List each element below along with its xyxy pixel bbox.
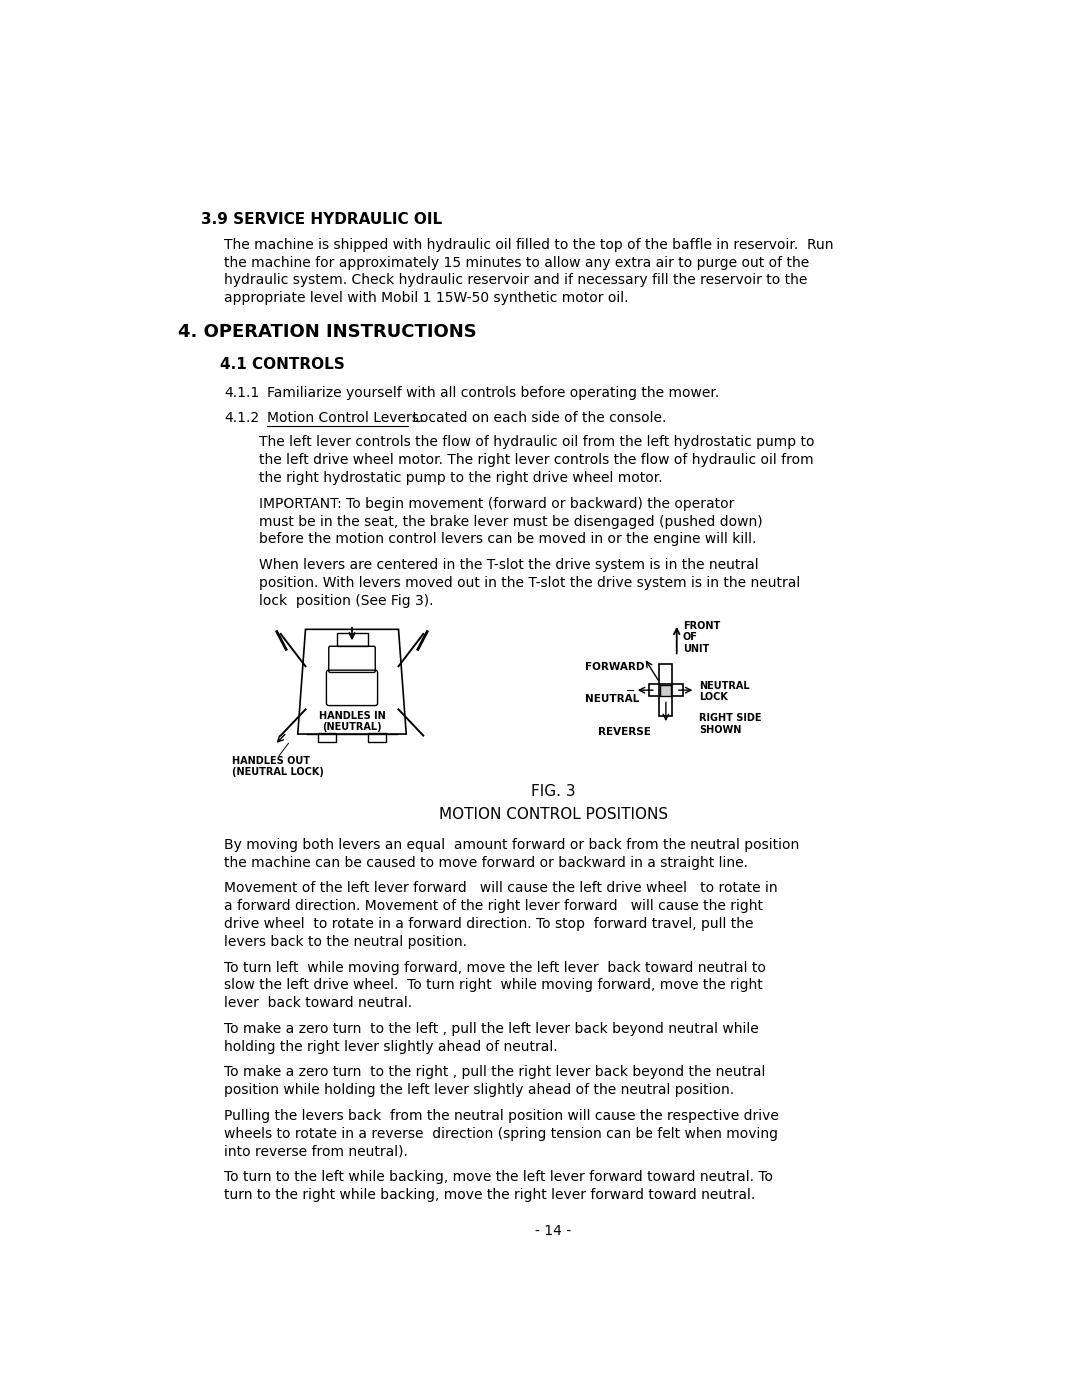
Text: RIGHT SIDE: RIGHT SIDE — [699, 714, 761, 724]
Text: FIG. 3: FIG. 3 — [531, 784, 576, 799]
Bar — [337, 633, 367, 645]
Text: the left drive wheel motor. The right lever controls the flow of hydraulic oil f: the left drive wheel motor. The right le… — [259, 453, 813, 468]
Text: lever  back toward neutral.: lever back toward neutral. — [225, 996, 413, 1010]
Text: holding the right lever slightly ahead of neutral.: holding the right lever slightly ahead o… — [225, 1039, 557, 1053]
Text: When levers are centered in the T-slot the drive system is in the neutral: When levers are centered in the T-slot t… — [259, 557, 758, 571]
Text: slow the left drive wheel.  To turn right  while moving forward, move the right: slow the left drive wheel. To turn right… — [225, 978, 762, 992]
Bar — [649, 685, 683, 696]
Text: REVERSE: REVERSE — [597, 726, 650, 738]
Text: the right hydrostatic pump to the right drive wheel motor.: the right hydrostatic pump to the right … — [259, 471, 663, 485]
Text: hydraulic system. Check hydraulic reservoir and if necessary fill the reservoir : hydraulic system. Check hydraulic reserv… — [225, 274, 808, 288]
Text: IMPORTANT: To begin movement (forward or backward) the operator: IMPORTANT: To begin movement (forward or… — [259, 497, 734, 511]
Text: a forward direction. Movement of the right lever forward   will cause the right: a forward direction. Movement of the rig… — [225, 900, 764, 914]
Text: drive wheel  to rotate in a forward direction. To stop  forward travel, pull the: drive wheel to rotate in a forward direc… — [225, 918, 754, 932]
Text: before the motion control levers can be moved in or the engine will kill.: before the motion control levers can be … — [259, 532, 756, 546]
Bar — [661, 685, 672, 696]
Text: Located on each side of the console.: Located on each side of the console. — [408, 411, 666, 425]
Text: HANDLES IN: HANDLES IN — [319, 711, 386, 721]
Text: Pulling the levers back  from the neutral position will cause the respective dri: Pulling the levers back from the neutral… — [225, 1109, 779, 1123]
Text: lock  position (See Fig 3).: lock position (See Fig 3). — [259, 594, 433, 608]
Text: (NEUTRAL LOCK): (NEUTRAL LOCK) — [232, 767, 324, 777]
Text: To turn left  while moving forward, move the left lever  back toward neutral to: To turn left while moving forward, move … — [225, 961, 766, 975]
Text: Movement of the left lever forward   will cause the left drive wheel   to rotate: Movement of the left lever forward will … — [225, 882, 778, 895]
Text: the machine for approximately 15 minutes to allow any extra air to purge out of : the machine for approximately 15 minutes… — [225, 256, 809, 270]
Text: To turn to the left while backing, move the left lever forward toward neutral. T: To turn to the left while backing, move … — [225, 1171, 773, 1185]
Text: To make a zero turn  to the left , pull the left lever back beyond neutral while: To make a zero turn to the left , pull t… — [225, 1021, 759, 1037]
Text: 3.9 SERVICE HYDRAULIC OIL: 3.9 SERVICE HYDRAULIC OIL — [201, 211, 442, 226]
Text: FRONT: FRONT — [683, 620, 720, 631]
Text: appropriate level with Mobil 1 15W-50 synthetic motor oil.: appropriate level with Mobil 1 15W-50 sy… — [225, 292, 629, 306]
Text: By moving both levers an equal  amount forward or back from the neutral position: By moving both levers an equal amount fo… — [225, 838, 799, 852]
Text: LOCK: LOCK — [699, 693, 728, 703]
Bar — [659, 664, 673, 717]
Text: NEUTRAL: NEUTRAL — [584, 694, 638, 704]
Text: The machine is shipped with hydraulic oil filled to the top of the baffle in res: The machine is shipped with hydraulic oi… — [225, 237, 834, 251]
Text: The left lever controls the flow of hydraulic oil from the left hydrostatic pump: The left lever controls the flow of hydr… — [259, 436, 814, 450]
Text: NEUTRAL: NEUTRAL — [699, 680, 750, 692]
Text: position. With levers moved out in the T-slot the drive system is in the neutral: position. With levers moved out in the T… — [259, 576, 800, 590]
Text: the machine can be caused to move forward or backward in a straight line.: the machine can be caused to move forwar… — [225, 856, 748, 870]
Bar — [367, 733, 387, 742]
Text: levers back to the neutral position.: levers back to the neutral position. — [225, 935, 468, 949]
Text: OF: OF — [683, 633, 698, 643]
Text: MOTION CONTROL POSITIONS: MOTION CONTROL POSITIONS — [438, 807, 669, 823]
Text: - 14 -: - 14 - — [536, 1224, 571, 1238]
Text: To make a zero turn  to the right , pull the right lever back beyond the neutral: To make a zero turn to the right , pull … — [225, 1066, 766, 1080]
Text: position while holding the left lever slightly ahead of the neutral position.: position while holding the left lever sl… — [225, 1083, 734, 1097]
Bar — [318, 733, 337, 742]
Text: must be in the seat, the brake lever must be disengaged (pushed down): must be in the seat, the brake lever mus… — [259, 514, 762, 528]
Text: into reverse from neutral).: into reverse from neutral). — [225, 1144, 408, 1158]
Text: wheels to rotate in a reverse  direction (spring tension can be felt when moving: wheels to rotate in a reverse direction … — [225, 1126, 778, 1140]
Text: (NEUTRAL): (NEUTRAL) — [322, 722, 382, 732]
Text: FORWARD: FORWARD — [584, 662, 644, 672]
Text: turn to the right while backing, move the right lever forward toward neutral.: turn to the right while backing, move th… — [225, 1187, 755, 1201]
Text: HANDLES OUT: HANDLES OUT — [232, 756, 310, 766]
Text: Motion Control Levers:: Motion Control Levers: — [267, 411, 423, 425]
Text: 4.1 CONTROLS: 4.1 CONTROLS — [220, 356, 345, 372]
Text: Familiarize yourself with all controls before operating the mower.: Familiarize yourself with all controls b… — [267, 386, 719, 400]
Text: 4.1.2: 4.1.2 — [225, 411, 259, 425]
Text: 4. OPERATION INSTRUCTIONS: 4. OPERATION INSTRUCTIONS — [177, 323, 476, 341]
Text: UNIT: UNIT — [683, 644, 710, 654]
Text: SHOWN: SHOWN — [699, 725, 742, 735]
Text: 4.1.1: 4.1.1 — [225, 386, 259, 400]
